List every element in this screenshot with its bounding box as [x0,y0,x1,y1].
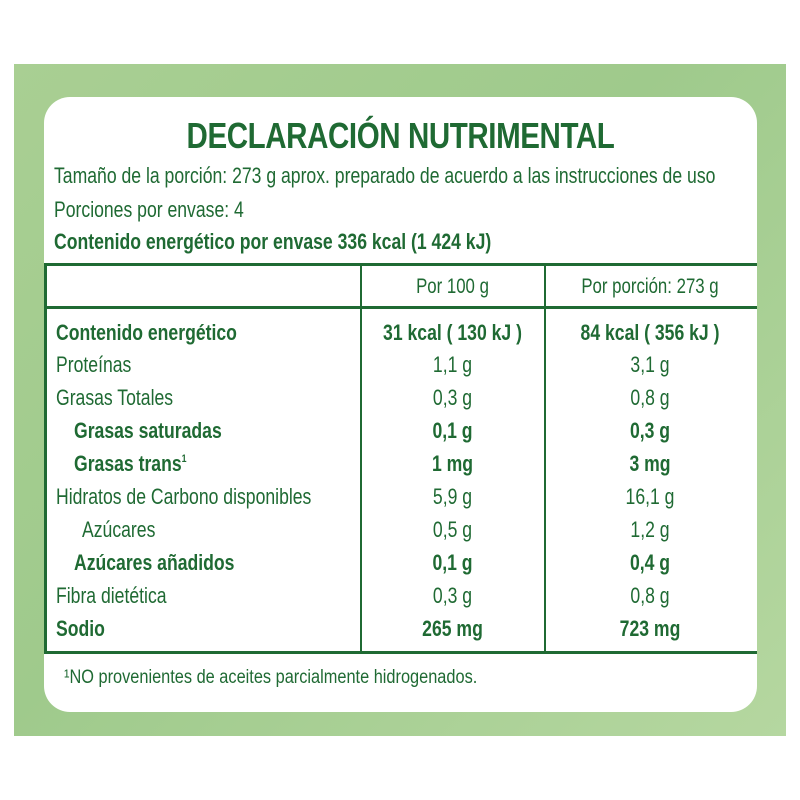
row-fiber-per-serving: 0,8 g [630,583,670,608]
table-left-rule [44,263,47,654]
trans-fat-footnote-mark: 1 [181,453,187,465]
row-saturated-fat-per-serving: 0,3 g [629,418,671,443]
row-added-sugars-per100: 0,1 g [432,550,473,575]
column-divider-1 [360,263,362,654]
row-protein-per100: 1,1 g [432,352,473,377]
row-carbohydrates-per-serving: 16,1 g [625,484,675,509]
row-fiber-per100: 0,3 g [432,583,473,608]
row-label-protein: Proteínas [56,352,132,377]
trans-fat-label-text: Grasas trans [74,451,182,476]
row-energy-per-serving: 84 kcal ( 356 kJ ) [580,320,720,345]
row-label-added-sugars: Azúcares añadidos [74,550,235,575]
row-sodium-per100: 265 mg [422,616,483,641]
row-label-energy: Contenido energético [56,320,237,345]
header-bottom-rule [44,306,757,309]
energy-per-container-text: Contenido energético por envase 336 kcal… [54,229,492,254]
row-label-sodium: Sodio [56,616,105,641]
row-label-total-fat: Grasas Totales [56,385,174,410]
row-total-fat-per-serving: 0,8 g [630,385,670,410]
row-energy-per100: 31 kcal ( 130 kJ ) [383,320,522,345]
label-title: DECLARACIÓN NUTRIMENTAL [186,115,615,156]
servings-per-container-text: Porciones por envase: 4 [54,197,244,222]
row-sodium-per-serving: 723 mg [619,616,681,641]
serving-size-text: Tamaño de la porción: 273 g aprox. prepa… [54,163,716,188]
row-sugars-per100: 0,5 g [432,517,473,542]
row-label-fiber: Fibra dietética [56,583,167,608]
column-divider-2 [544,263,546,654]
row-total-fat-per100: 0,3 g [432,385,473,410]
nutrition-label-panel: DECLARACIÓN NUTRIMENTAL Tamaño de la por… [44,97,757,712]
row-sugars-per-serving: 1,2 g [630,517,670,542]
row-label-trans-fat: Grasas trans1 [74,451,187,477]
row-carbohydrates-per100: 5,9 g [432,484,473,509]
row-label-saturated-fat: Grasas saturadas [74,418,222,443]
row-trans-fat-per100: 1 mg [431,451,474,476]
row-protein-per-serving: 3,1 g [630,352,670,377]
table-bottom-rule [44,651,757,654]
row-saturated-fat-per100: 0,1 g [432,418,473,443]
row-label-carbohydrates: Hidratos de Carbono disponibles [56,484,312,509]
row-added-sugars-per-serving: 0,4 g [629,550,671,575]
column-header-per-serving: Por porción: 273 g [581,275,719,298]
row-trans-fat-per-serving: 3 mg [629,451,671,476]
row-label-sugars: Azúcares [82,517,156,542]
table-top-rule [44,263,757,266]
footnote: ¹NO provenientes de aceites parcialmente… [64,667,478,688]
column-header-per100: Por 100 g [416,275,489,298]
